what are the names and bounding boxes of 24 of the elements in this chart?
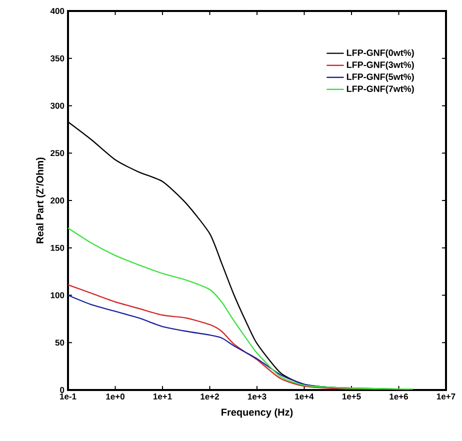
x-tick-label: 1e+6 — [390, 394, 408, 400]
x-tick-label: 1e+0 — [106, 394, 124, 400]
y-tick-label: 350 — [50, 55, 64, 62]
legend-label: LFP-GNF(3wt%) — [346, 61, 414, 70]
legend-label: LFP-GNF(0wt%) — [346, 49, 414, 58]
y-tick-label: 200 — [50, 197, 64, 204]
x-tick-label: 1e+1 — [153, 394, 172, 400]
x-tick-label: 1e+7 — [436, 394, 456, 400]
x-tick-label: 1e+3 — [248, 394, 266, 400]
y-tick-label: 150 — [50, 244, 64, 251]
y-axis-title: Real Part (Z'/Ohm) — [36, 158, 46, 244]
x-axis-title: Frequency (Hz) — [222, 408, 293, 418]
y-tick-label: 250 — [50, 150, 64, 156]
y-tick-label: 0 — [60, 387, 64, 394]
legend-label: LFP-GNF(7wt%) — [346, 85, 414, 94]
y-tick-label: 400 — [50, 8, 64, 14]
x-tick-label: 1e-1 — [60, 394, 76, 400]
x-tick-label: 1e+4 — [295, 394, 314, 400]
y-tick-label: 50 — [55, 340, 64, 346]
x-tick-label: 1e+5 — [342, 394, 361, 400]
x-tick-label: 1e+2 — [200, 394, 219, 400]
y-tick-label: 100 — [50, 292, 64, 298]
y-tick-label: 300 — [50, 102, 64, 109]
legend-label: LFP-GNF(5wt%) — [346, 73, 414, 82]
